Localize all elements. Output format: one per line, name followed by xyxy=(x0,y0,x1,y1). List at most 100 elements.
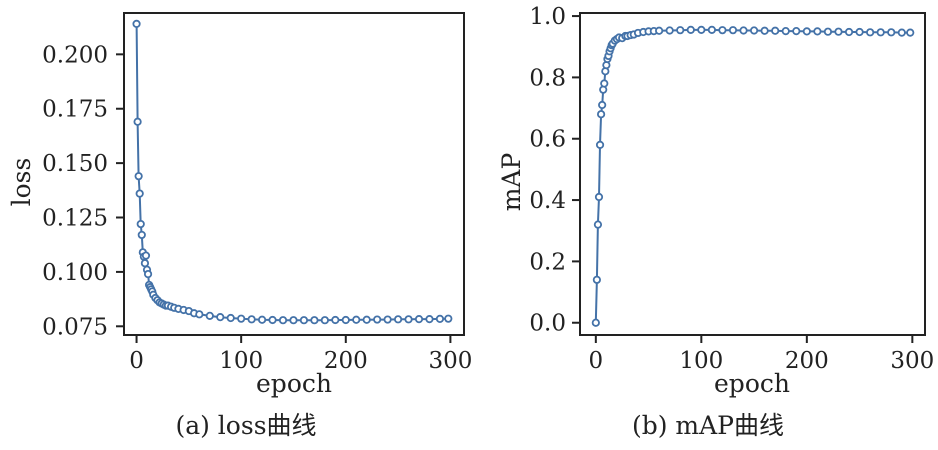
y-tick-label: 0.0 xyxy=(529,311,566,337)
data-point xyxy=(136,219,145,229)
y-tick-label: 0.125 xyxy=(42,206,108,232)
data-point xyxy=(802,27,811,36)
data-point xyxy=(404,315,413,324)
data-point xyxy=(137,230,146,240)
data-point xyxy=(866,28,875,37)
data-point xyxy=(320,316,329,325)
y-axis-label: mAP xyxy=(497,153,526,212)
data-point xyxy=(600,79,609,88)
chart-caption: (a) loss曲线 xyxy=(175,411,316,440)
data-point xyxy=(226,313,235,323)
data-point xyxy=(781,26,790,36)
data-point xyxy=(143,269,153,279)
y-tick-label: 0.8 xyxy=(529,65,566,91)
data-point xyxy=(216,313,225,322)
x-tick-label: 200 xyxy=(785,348,829,374)
data-point xyxy=(133,117,142,126)
chart-caption: (b) mAP曲线 xyxy=(632,411,784,440)
y-tick-label: 0.075 xyxy=(42,314,108,340)
data-point xyxy=(823,27,833,36)
data-point xyxy=(792,26,801,36)
data-point xyxy=(331,315,340,325)
data-point xyxy=(425,315,434,324)
data-point xyxy=(686,25,695,34)
data-point xyxy=(676,26,685,35)
x-tick-label: 100 xyxy=(679,348,723,374)
series-line xyxy=(135,23,449,322)
plot-frame xyxy=(123,12,465,336)
y-tick-label: 0.100 xyxy=(42,260,108,286)
y-tick-label: 0.150 xyxy=(42,151,108,177)
data-point xyxy=(598,100,607,110)
data-point xyxy=(132,19,141,28)
data-point xyxy=(897,28,906,37)
y-tick-label: 0.200 xyxy=(42,42,108,68)
data-point xyxy=(299,316,309,325)
data-point xyxy=(373,315,382,324)
y-tick-label: 0.6 xyxy=(529,127,566,153)
data-point xyxy=(289,316,298,325)
data-point xyxy=(739,26,748,35)
y-tick-label: 0.2 xyxy=(529,249,566,275)
data-point xyxy=(697,25,706,34)
data-point xyxy=(268,315,277,325)
data-point xyxy=(707,25,716,34)
map-chart: 0 100 200 300 0.0 0.2 0.4 0.6 0.8 1.0 epoch mAP (b) … xyxy=(497,4,934,440)
x-tick-label: 0 xyxy=(129,348,144,374)
series-line xyxy=(594,28,911,323)
data-point xyxy=(592,275,601,284)
data-point xyxy=(257,315,267,324)
data-point xyxy=(140,259,150,268)
data-point xyxy=(195,310,204,319)
plot-frame xyxy=(579,12,926,336)
data-point xyxy=(393,315,403,324)
data-point xyxy=(141,251,151,260)
data-point xyxy=(414,315,424,324)
data-point xyxy=(247,315,256,324)
y-tick-label: 0.175 xyxy=(42,97,108,123)
data-point xyxy=(205,311,214,320)
x-axis-label: epoch xyxy=(714,369,790,398)
data-point xyxy=(383,315,392,324)
data-point xyxy=(749,26,759,35)
data-point xyxy=(655,26,664,35)
data-point xyxy=(593,220,603,229)
data-point xyxy=(665,26,674,35)
loss-chart: 0 100 200 300 0.075 0.100 0.125 0.150 0.175 0.200… xyxy=(7,12,472,440)
x-tick-label: 100 xyxy=(219,348,263,374)
data-point xyxy=(237,314,246,323)
x-tick-label: 0 xyxy=(589,348,604,374)
x-tick-label: 300 xyxy=(890,348,934,374)
data-point xyxy=(595,140,605,149)
data-point xyxy=(341,315,350,325)
data-point xyxy=(134,172,143,181)
x-tick-label: 300 xyxy=(428,348,472,374)
data-point xyxy=(834,27,843,36)
data-point xyxy=(591,318,600,327)
y-tick-label: 0.4 xyxy=(529,188,566,214)
data-point xyxy=(594,192,604,202)
data-point xyxy=(771,26,780,35)
data-point xyxy=(352,315,361,324)
data-point xyxy=(760,26,769,35)
data-point xyxy=(597,110,606,119)
data-point xyxy=(278,316,288,325)
y-tick-label: 1.0 xyxy=(529,4,566,30)
data-point xyxy=(855,27,864,37)
data-point xyxy=(444,314,453,323)
data-point xyxy=(362,315,371,324)
data-point xyxy=(906,28,915,37)
data-point xyxy=(718,26,727,35)
data-point xyxy=(876,28,885,37)
data-point xyxy=(435,314,445,323)
x-tick-label: 200 xyxy=(324,348,368,374)
data-point xyxy=(135,189,144,198)
data-point xyxy=(844,27,854,37)
data-point xyxy=(813,27,822,36)
y-axis-label: loss xyxy=(7,158,36,207)
data-point xyxy=(310,316,319,325)
x-axis-label: epoch xyxy=(256,369,332,398)
data-point xyxy=(728,26,738,35)
data-point xyxy=(887,28,896,37)
